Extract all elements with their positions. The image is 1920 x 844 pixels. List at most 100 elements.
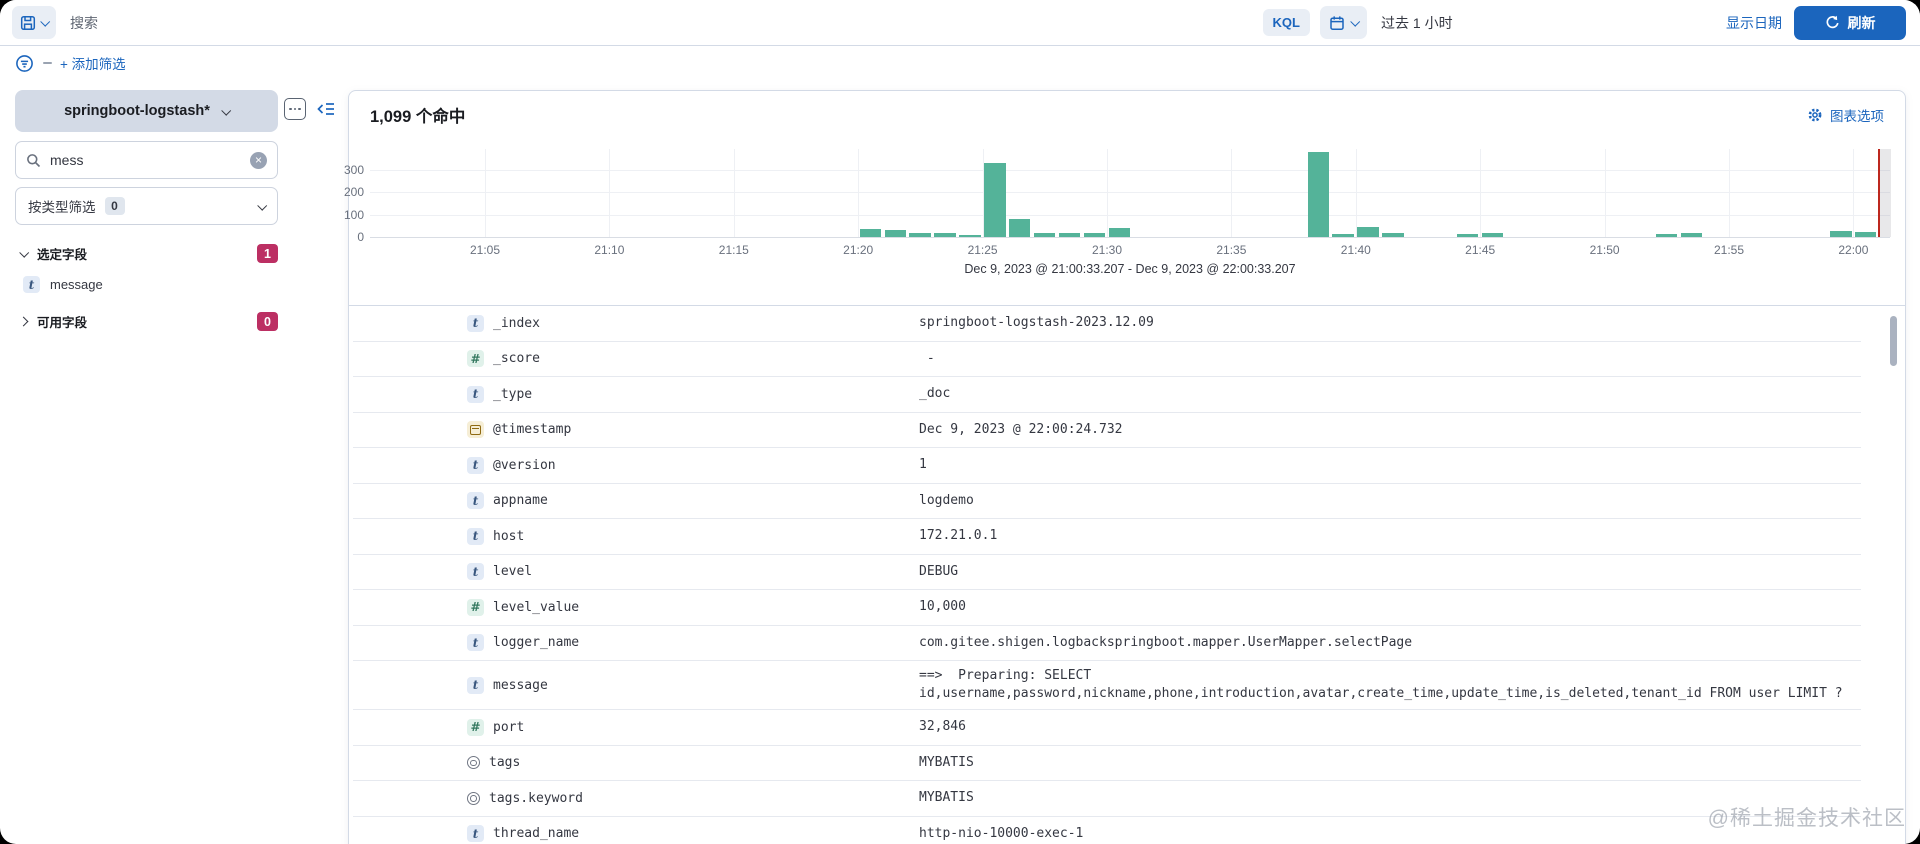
show-dates-link[interactable]: 显示日期 [1726,14,1782,31]
string-field-icon: t [23,276,40,293]
string-field-icon: t [467,456,484,474]
field-name: t host [467,527,919,545]
chevron-down-icon [1350,16,1361,27]
histogram-bar[interactable] [1008,219,1031,237]
filter-manager-button[interactable] [15,54,34,73]
field-name: t message [467,676,919,694]
index-pattern-actions [284,98,336,120]
field-name: # _score [467,350,919,368]
selected-fields-label: 选定字段 [37,248,88,262]
x-axis-tick-label: 21:15 [718,243,749,257]
string-field-icon: t [467,385,484,403]
field-name: t thread_name [467,825,919,843]
chevron-down-icon [19,247,30,258]
histogram-bar[interactable] [1680,232,1703,237]
field-value: MYBATIS [919,790,974,806]
x-axis-tick-label: 21:55 [1713,243,1745,257]
document-table: t _index springboot-logstash-2023.12.09 # _s… [353,306,1861,844]
filter-by-type-label: 按类型筛选 [28,200,96,215]
histogram-bar[interactable] [859,229,882,237]
histogram-bar[interactable] [1382,232,1404,237]
chart-caption: Dec 9, 2023 @ 21:00:33.207 - Dec 9, 2023… [964,262,1296,276]
collapse-sidebar-button[interactable] [316,100,336,118]
string-field-icon: t [467,492,484,510]
field-name: # port [467,718,919,736]
refresh-button[interactable]: 刷新 [1794,5,1906,40]
chart-options-label: 图表选项 [1830,109,1884,124]
save-query-button[interactable] [12,6,56,39]
histogram-bar[interactable] [884,229,907,237]
histogram-bar[interactable] [1083,233,1106,237]
histogram-bar[interactable] [1058,232,1081,237]
index-pattern-selector[interactable]: springboot-logstash* [15,90,278,132]
field-row: tags MYBATIS [353,746,1861,781]
histogram-bar[interactable] [934,233,956,237]
sidebar-field-message[interactable]: t message [15,276,278,293]
histogram-bar[interactable] [1357,226,1379,237]
query-bar: KQL 过去 1 小时 显示日期 [0,0,1920,46]
field-name: # level_value [467,598,919,616]
field-row: # _score - [353,342,1861,377]
divider [349,305,1905,306]
refresh-icon [1825,15,1840,30]
y-axis-tick-label: 200 [343,185,364,200]
field-value: - [919,350,935,366]
filter-circle-icon [15,54,34,73]
chevron-right-icon [18,316,29,327]
index-options-button[interactable] [284,98,306,120]
chart-options-button[interactable]: 图表选项 [1807,105,1884,125]
sidebar-field-label: message [50,277,103,292]
y-axis-tick-label: 0 [357,230,364,244]
chevron-down-icon [40,16,51,27]
string-field-icon: t [467,563,484,581]
histogram-bar[interactable] [1456,233,1479,237]
histogram-bar[interactable] [1033,232,1056,237]
watermark: @稀土掘金技术社区 [1707,807,1906,830]
histogram-bar[interactable] [1655,234,1678,237]
histogram-bar[interactable] [1108,228,1130,237]
number-field-icon: # [467,350,484,368]
circle-field-icon [467,791,480,805]
add-filter-link[interactable]: + 添加筛选 [60,53,126,73]
string-field-icon: t [467,527,484,545]
available-fields-section[interactable]: 可用字段 0 [15,312,278,331]
datepicker: 过去 1 小时 显示日期 刷新 [1320,5,1906,40]
x-axis-tick-label: 21:50 [1589,243,1620,257]
number-field-icon: # [467,598,484,616]
circle-field-icon [467,756,480,770]
field-search-input[interactable] [50,152,241,168]
search-icon [26,153,41,168]
x-axis-tick-label: 21:45 [1465,243,1496,257]
vertical-scrollbar[interactable] [1890,316,1897,366]
kql-button[interactable]: KQL [1262,9,1310,36]
filter-by-type-dropdown[interactable]: 按类型筛选 0 [15,187,278,225]
y-axis-tick-label: 300 [343,162,364,177]
search-input[interactable] [56,14,1263,31]
calendar-menu-button[interactable] [1320,6,1367,39]
histogram-bar[interactable] [984,162,1006,237]
field-name: tags.keyword [467,791,919,806]
clear-search-button[interactable]: × [250,151,267,169]
histogram-bar[interactable] [1481,232,1504,237]
x-axis-tick-label: 21:20 [843,243,874,257]
histogram-bar[interactable] [1830,230,1852,237]
x-axis-tick-label: 21:10 [594,243,625,257]
histogram-bar[interactable] [1854,232,1877,237]
hits-count: 1,099 个命中 [370,108,466,126]
dash-decoration [43,62,52,64]
y-axis-tick-label: 100 [343,207,364,222]
field-value: 10,000 [919,599,966,615]
histogram-bar[interactable] [1307,151,1330,237]
histogram-bar[interactable] [909,232,931,237]
field-row: t logger_name com.gitee.shigen.logbackspri… [353,626,1861,661]
selected-fields-section[interactable]: 选定字段 1 [15,244,278,263]
histogram-bar[interactable] [959,234,981,237]
x-axis-tick-label: 21:25 [967,243,998,257]
field-value: ==> Preparing: SELECT id,username,passwo… [919,668,1843,701]
field-row: # level_value 10,000 [353,590,1861,626]
histogram-bar[interactable] [1332,234,1354,237]
field-row: # port 32,846 [353,710,1861,746]
string-field-icon: t [467,676,484,694]
filter-by-type-count: 0 [104,197,125,215]
time-range-value[interactable]: 过去 1 小时 [1381,14,1453,31]
